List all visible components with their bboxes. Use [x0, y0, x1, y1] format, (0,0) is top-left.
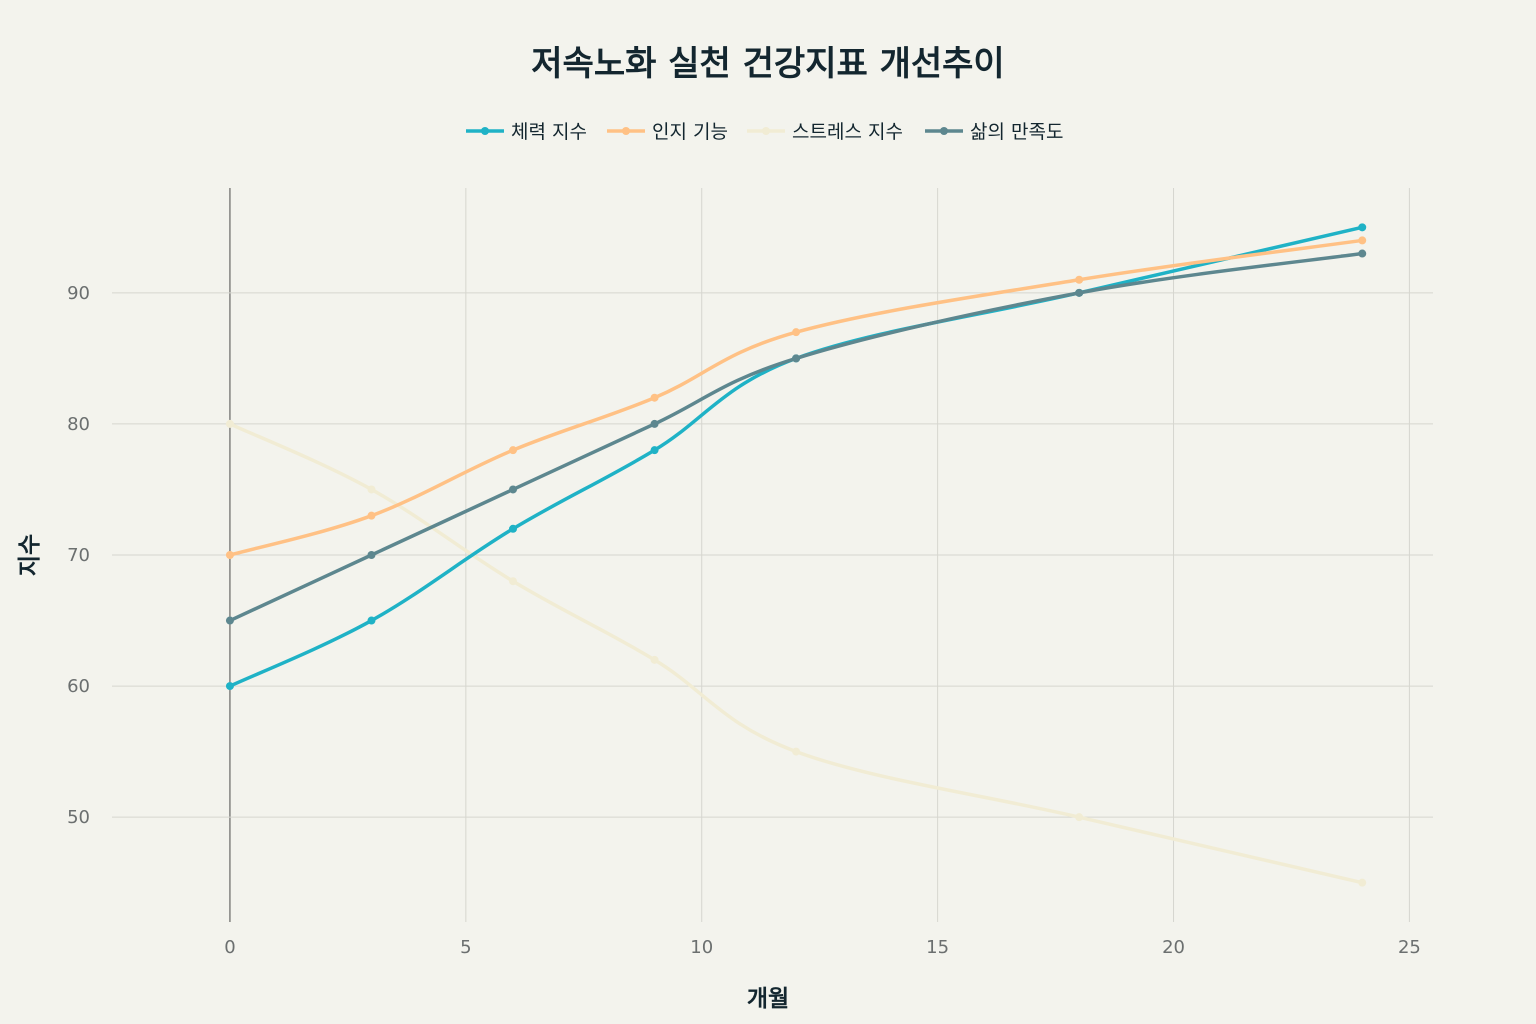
y-tick-label-0: 50 — [67, 807, 90, 828]
series-3 — [225, 249, 1367, 625]
data-point-0-6[interactable] — [1358, 223, 1367, 232]
data-point-1-5[interactable] — [1075, 275, 1084, 284]
data-point-2-5[interactable] — [1075, 813, 1084, 822]
series-1 — [225, 236, 1367, 559]
data-point-1-4[interactable] — [792, 328, 801, 337]
x-axis-ticks: 0 5 10 15 20 25 — [224, 937, 1421, 958]
data-point-3-4[interactable] — [792, 354, 801, 363]
data-point-1-1[interactable] — [367, 511, 376, 520]
data-point-0-2[interactable] — [509, 524, 518, 533]
data-point-2-3[interactable] — [650, 655, 659, 664]
y-tick-label-1: 60 — [67, 676, 90, 697]
data-point-1-3[interactable] — [650, 393, 659, 402]
chart-legend: 체력 지수 인지 기능 스트레스 지수 삶의 만족도 — [466, 121, 1063, 143]
data-point-2-1[interactable] — [367, 485, 376, 494]
data-point-2-0[interactable] — [225, 419, 234, 428]
data-point-3-0[interactable] — [225, 616, 234, 625]
y-tick-label-3: 80 — [67, 414, 90, 435]
legend-marker-3 — [940, 127, 948, 135]
data-point-0-0[interactable] — [225, 682, 234, 691]
series-line-0 — [228, 225, 1364, 688]
legend-label-3: 삶의 만족도 — [970, 121, 1063, 143]
legend-label-0: 체력 지수 — [511, 121, 587, 143]
data-point-3-2[interactable] — [509, 485, 518, 494]
x-tick-label-1: 5 — [460, 937, 471, 958]
y-axis-title: 지수 — [17, 534, 43, 576]
series-line-2 — [228, 422, 1364, 885]
x-tick-label-4: 20 — [1162, 937, 1185, 958]
x-tick-label-2: 10 — [690, 937, 713, 958]
data-point-1-0[interactable] — [225, 551, 234, 559]
legend-item-1[interactable]: 인지 기능 — [607, 121, 728, 143]
y-axis-ticks: 50 60 70 80 90 — [67, 283, 90, 828]
data-point-1-6[interactable] — [1358, 236, 1367, 245]
series-2 — [225, 419, 1367, 887]
data-point-0-3[interactable] — [650, 446, 659, 455]
series-line-3 — [228, 251, 1364, 623]
data-point-3-5[interactable] — [1075, 288, 1084, 297]
data-point-3-6[interactable] — [1358, 249, 1367, 258]
chart-title: 저속노화 실천 건강지표 개선추이 — [531, 44, 1004, 84]
data-point-2-2[interactable] — [509, 577, 518, 586]
legend-item-0[interactable]: 체력 지수 — [466, 121, 587, 143]
y-tick-label-4: 90 — [67, 283, 90, 304]
x-tick-label-5: 25 — [1398, 937, 1421, 958]
data-point-1-2[interactable] — [509, 446, 518, 455]
legend-marker-2 — [762, 127, 770, 135]
data-point-2-6[interactable] — [1358, 878, 1367, 887]
x-tick-label-3: 15 — [926, 937, 949, 958]
legend-marker-1 — [622, 127, 630, 135]
legend-item-2[interactable]: 스트레스 지수 — [747, 121, 903, 143]
gridlines — [112, 188, 1433, 922]
legend-label-1: 인지 기능 — [652, 121, 728, 143]
x-axis-title: 개월 — [747, 986, 789, 1012]
data-point-0-1[interactable] — [367, 616, 376, 625]
data-point-2-4[interactable] — [792, 747, 801, 756]
legend-item-3[interactable]: 삶의 만족도 — [925, 121, 1063, 143]
data-point-3-3[interactable] — [650, 419, 659, 428]
data-point-3-1[interactable] — [367, 551, 376, 559]
legend-marker-0 — [481, 127, 489, 135]
x-tick-label-0: 0 — [224, 937, 235, 958]
y-tick-label-2: 70 — [67, 545, 90, 566]
series-line-1 — [228, 238, 1364, 557]
legend-label-2: 스트레스 지수 — [792, 121, 903, 143]
series-group — [225, 223, 1367, 887]
